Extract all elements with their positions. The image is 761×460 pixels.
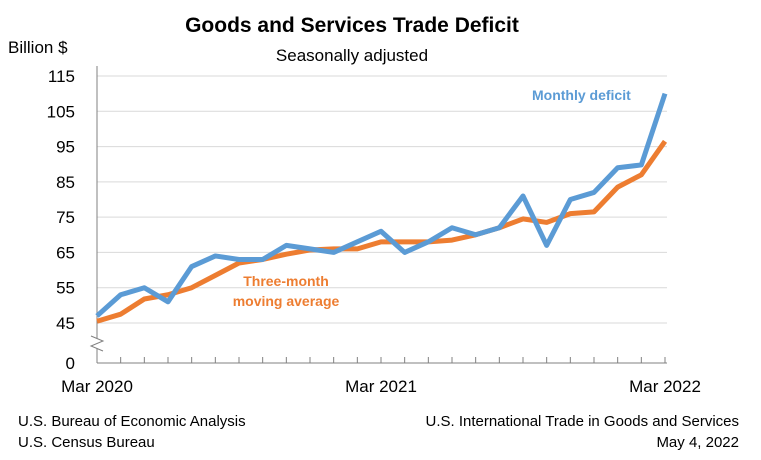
y-tick-label: 45 <box>56 314 75 333</box>
average-label-2: moving average <box>233 293 340 309</box>
y-axis-label: Billion $ <box>8 38 68 57</box>
y-tick-label: 95 <box>56 138 75 157</box>
y-tick-label: 55 <box>56 279 75 298</box>
footer-right-2: May 4, 2022 <box>656 434 739 451</box>
y-tick-label: 85 <box>56 173 75 192</box>
x-tick-label: Mar 2022 <box>629 377 701 396</box>
footer-left-2: U.S. Census Bureau <box>18 434 155 451</box>
monthly-label: Monthly deficit <box>532 87 631 103</box>
y-tick-label: 115 <box>48 67 75 86</box>
y-tick-label: 0 <box>66 354 75 373</box>
y-tick-label: 105 <box>47 102 75 121</box>
series-line-average <box>96 139 668 324</box>
x-tick-label: Mar 2021 <box>345 377 417 396</box>
chart-title: Goods and Services Trade Deficit <box>185 14 519 37</box>
average-label-1: Three-month <box>243 273 329 289</box>
chart-subtitle: Seasonally adjusted <box>276 46 428 65</box>
footer-right-1: U.S. International Trade in Goods and Se… <box>425 413 739 430</box>
x-tick-label: Mar 2020 <box>61 377 133 396</box>
footer-left-1: U.S. Bureau of Economic Analysis <box>18 413 246 430</box>
y-tick-label: 75 <box>56 208 75 227</box>
axis-break-icon <box>89 335 105 352</box>
series-line-monthly <box>95 92 668 318</box>
y-tick-label: 65 <box>56 243 75 262</box>
